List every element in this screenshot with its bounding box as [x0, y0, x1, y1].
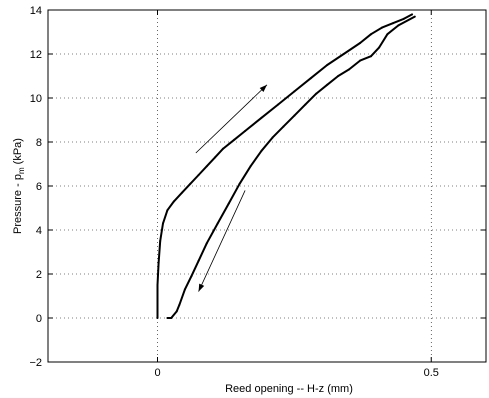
data-point [282, 125, 285, 128]
x-tick-label: 0.5 [424, 367, 439, 379]
data-point [342, 53, 345, 55]
data-point [348, 68, 351, 71]
y-tick-label: 10 [30, 93, 42, 105]
x-axis-label: Reed opening -- H-z (mm) [225, 383, 353, 395]
data-point [159, 240, 162, 242]
data-point [216, 222, 219, 225]
annotation-arrow-head [259, 84, 267, 92]
data-point [293, 114, 296, 117]
data-point [271, 136, 274, 139]
y-tick-label: 14 [30, 5, 42, 17]
data-point [183, 288, 186, 291]
data-point [370, 55, 372, 58]
data-point [359, 59, 362, 62]
data-point [214, 156, 216, 159]
y-tick-label: 0 [36, 313, 42, 325]
x-tick-label: 0 [154, 367, 160, 379]
data-point [337, 75, 340, 77]
data-point [197, 174, 200, 176]
grid [48, 10, 486, 362]
data-point [411, 13, 414, 16]
data-point [205, 242, 208, 245]
data-point [249, 165, 252, 168]
data-point [413, 15, 416, 18]
data-point [309, 77, 312, 80]
data-point [222, 147, 225, 150]
data-point [244, 130, 247, 132]
data-point [260, 149, 263, 152]
data-point [315, 92, 318, 95]
data-point [166, 317, 169, 319]
data-point [381, 26, 383, 29]
ticks: 0 0.5 −2 0 2 4 6 8 10 12 14 [29, 5, 486, 379]
data-point [205, 165, 208, 168]
plot-frame [47, 9, 487, 363]
data-point [293, 90, 296, 93]
data-point [260, 116, 263, 119]
y-tick-label: −2 [29, 357, 42, 369]
data-point [170, 317, 173, 319]
y-axis-label: Pressure - pm (kPa) [12, 138, 26, 234]
y-tick-label: 8 [36, 137, 42, 149]
data-point [166, 209, 169, 212]
data-point [391, 22, 394, 25]
data-point [175, 310, 178, 313]
data-point [197, 259, 200, 262]
series [156, 13, 416, 319]
data-point [172, 200, 175, 203]
data-point [378, 46, 381, 49]
data-point [402, 17, 405, 20]
data-point [178, 303, 181, 306]
data-point [326, 64, 329, 66]
data-point [227, 202, 230, 205]
y-tick-label: 2 [36, 269, 42, 281]
y-axis-label-unit: (kPa) [12, 138, 24, 167]
data-point [386, 33, 389, 36]
data-point [189, 182, 192, 185]
data-point [397, 24, 400, 27]
annotations [195, 84, 268, 292]
data-point [156, 317, 159, 319]
data-point [157, 262, 160, 264]
data-point [238, 182, 241, 185]
annotation-arrow-head [198, 283, 205, 292]
y-tick-label: 6 [36, 181, 42, 193]
data-point [181, 191, 184, 194]
annotation-arrow-shaft [195, 84, 268, 154]
data-point [156, 284, 159, 286]
data-point [277, 103, 279, 106]
data-point [359, 42, 362, 44]
data-point [190, 275, 193, 278]
y-axis-label-main: Pressure - p [12, 174, 24, 234]
data-point [326, 83, 329, 86]
y-axis-label-subscript: m [17, 167, 26, 174]
data-point [233, 138, 236, 141]
data-point [370, 33, 372, 36]
data-point [162, 222, 164, 225]
annotation-arrow-shaft [198, 190, 246, 292]
data-point [304, 103, 307, 106]
y-tick-label: 4 [36, 225, 42, 237]
y-tick-label: 12 [30, 49, 42, 61]
